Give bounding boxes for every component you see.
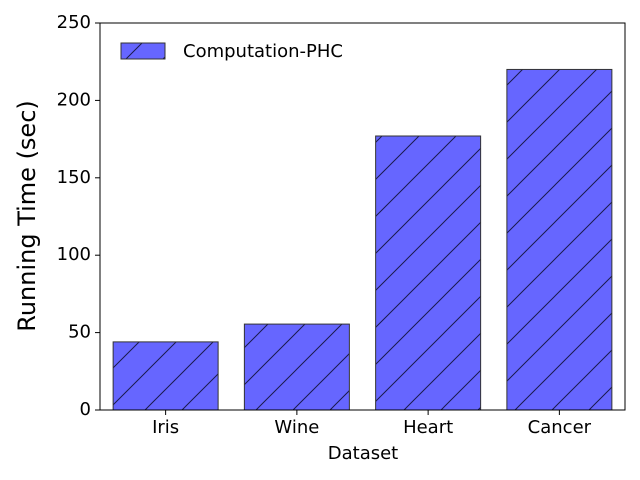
y-tick-label: 150	[57, 167, 91, 188]
x-axis-label: Dataset	[328, 443, 399, 464]
x-tick-label: Wine	[274, 417, 319, 438]
legend-label: Computation-PHC	[183, 41, 343, 62]
y-tick-label: 0	[80, 399, 91, 420]
bar-hatch	[243, 323, 350, 411]
y-axis-label: Running Time (sec)	[13, 100, 41, 332]
x-tick-label: Cancer	[528, 417, 592, 438]
bar-hatch	[506, 68, 613, 411]
x-tick-label: Heart	[403, 417, 453, 438]
bar-hatch	[112, 341, 219, 411]
x-tick-label: Iris	[152, 417, 179, 438]
y-tick-label: 200	[57, 89, 91, 110]
y-tick-label: 250	[57, 12, 91, 33]
bar-hatch	[375, 135, 482, 411]
y-tick-label: 50	[68, 322, 91, 343]
plot-frame	[99, 22, 626, 411]
y-tick-label: 100	[57, 244, 91, 265]
legend-swatch-hatch	[120, 42, 166, 60]
